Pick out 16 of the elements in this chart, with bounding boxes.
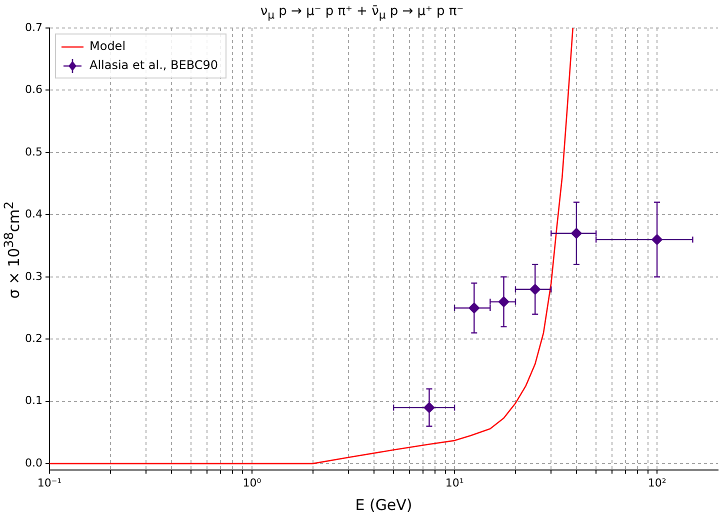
y-tick-label: 0.7 [24,20,42,34]
legend-label: Allasia et al., BEBC90 [89,58,218,72]
y-tick-label: 0.5 [24,145,42,158]
y-tick-label: 0.6 [24,83,42,96]
y-tick-label: 0.4 [24,208,42,221]
legend-label: Model [89,39,126,54]
x-tick-label: 10⁰ [242,476,262,490]
y-tick-label: 0.0 [24,456,42,470]
x-axis-title: E (GeV) [355,496,412,514]
y-tick-label: 0.1 [24,394,42,408]
chart-title: ν$_{μ}$ p → μ⁻ p π⁺ + ν̄$_{μ}$ p → μ⁺ p π⁻ [259,4,465,22]
x-tick-label: 10¹ [445,476,464,490]
y-tick-label: 0.3 [24,270,42,283]
x-tick-label: 10² [648,476,666,490]
x-tick-label: 10⁻¹ [37,476,62,490]
y-tick-label: 0.2 [24,332,42,345]
